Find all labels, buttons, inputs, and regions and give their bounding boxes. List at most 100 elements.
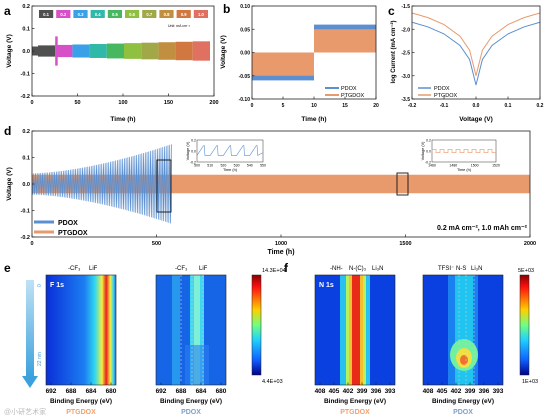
x-tick-label: 500 [152,241,161,247]
x-tick-label: 408 [315,388,326,395]
peak-label-cf3: -CF₃ [68,266,81,272]
y-tick-label: -0.1 [21,72,30,78]
series-line-ptgdox [411,12,541,76]
y-tick-label: -3.0 [401,74,410,80]
inset-y-tick-label: 0.0 [426,150,431,154]
x-tick-label: -0.1 [440,103,449,109]
voltage-band [175,41,193,61]
x-tick-label: -0.2 [408,103,417,109]
voltage-band [314,29,376,53]
x-tick-label: 408 [423,388,434,395]
x-tick-label: 0 [30,241,33,247]
peak-label-nc3: N-(C)₃ [349,266,367,272]
caption-ptgdox: PTGDOX [66,409,96,416]
zoom-box-2 [396,172,409,196]
axis-y-label: log Current (mA cm⁻²) [390,21,397,84]
panel-e: 0 22 nm F 1s -CF₃ LiF 692 688 684 680 Bindi… [22,266,286,416]
y-tick-label: -0.2 [21,94,30,100]
x-tick-label: 0.2 [537,103,544,109]
legend-label-pdox: PDOX [434,86,450,92]
watermark: @小研艺术家 [4,407,46,416]
x-tick-label: 393 [385,388,396,395]
rate-labels: 0.1 0.2 0.3 0.4 0.5 0.6 0.7 0.8 0.9 1.0 [39,10,208,18]
y-tick-label: 0.10 [240,4,250,10]
x-tick-label: 0.0 [473,103,480,109]
y-tick-label: 0.00 [240,51,250,57]
x-tick-label: 150 [164,100,173,106]
rate-badge-label: 0.1 [43,12,49,17]
peak-label-nh: -NH- [330,266,343,272]
voltage-band [55,44,73,58]
peak-label-tfsi: TFSI⁻ [438,266,454,272]
peak-label-li3n: Li₃N [372,266,383,272]
axis-x-label: Time (h) [110,116,135,123]
inset-y-tick-label: 0.2 [191,139,196,143]
voltage-band [192,41,210,61]
legend-c: PDOX PTGDOX [418,86,458,99]
panel-label-d: d [4,124,11,138]
rate-badge-label: 0.8 [164,12,170,17]
rate-badge [90,10,105,18]
y-tick-label: -0.2 [21,235,30,241]
plot-a [32,36,210,66]
legend-b: PDOX PTGDOX [325,86,365,99]
rate-badge [56,10,71,18]
x-tick-label: 684 [196,388,207,395]
panel-label-e: e [4,261,11,275]
inset-y-tick-label: 0.0 [191,150,196,154]
y-tick-label: -2.0 [401,27,410,33]
rate-badge-label: 0.7 [146,12,152,17]
y-tick-label: 0.05 [240,27,250,33]
legend-label-ptgdox: PTGDOX [434,93,458,99]
rate-badge-label: 0.5 [112,12,118,17]
panel-c: -0.2 -0.1 0.0 0.1 0.2 -3.5 -3.0 -2.5 -2.0 -1.5 PD… [390,4,544,123]
conditions-label: 0.2 mA cm⁻², 1.0 mAh cm⁻² [437,225,528,232]
rate-badge-label: 0.2 [60,12,66,17]
depth-arrow-head [22,376,38,388]
inset-frame [196,139,264,163]
panel-label-c: c [388,4,395,18]
peak-label-li3n: Li₃N [471,266,482,272]
inset-x-tick-label: 540 [247,164,253,168]
pdox-line [31,144,172,224]
rate-badge-label: 0.4 [95,12,101,17]
peak-label-ns: N-S [456,266,466,272]
inset-x-tick-label: 1500 [471,164,479,168]
legend-label-pdox: PDOX [341,86,357,92]
voltage-band [141,42,159,60]
y-tick-label: -3.5 [401,97,410,103]
x-tick-label: 10 [311,103,317,109]
x-tick-label: 50 [74,100,80,106]
plot-d [31,144,530,224]
panel-f: N 1s -NH- N-(C)₃ Li₃N 408 405 402 399 396 393… [315,266,538,416]
x-tick-label: 15 [342,103,348,109]
rate-unit-label: Unit: mA cm⁻² [168,24,191,28]
y-tick-label: 0.1 [22,27,30,33]
inset-2: 1460 1480 1500 1520 0.2 0.0 -0.2 Time (h) Voltag… [421,139,500,173]
x-tick-label: 396 [371,388,382,395]
x-tick-label: 684 [86,388,97,395]
y-tick-label: 0.2 [22,129,30,135]
panel-label-f: f [284,261,289,275]
x-tick-label: 0.1 [505,103,512,109]
peak-label-lif: LiF [89,266,98,272]
x-tick-label: 0 [251,103,254,109]
x-tick-label: 688 [66,388,77,395]
y-tick-label: 0.1 [22,156,30,162]
rate-badge [193,10,208,18]
axis-x-label: Binding Energy (eV) [324,398,386,405]
panel-label-a: a [4,4,11,18]
x-tick-label: 399 [357,388,368,395]
heatmap-title: F 1s [50,282,64,289]
axis-x-label: Voltage (V) [459,116,492,123]
y-tick-label: -0.05 [239,74,251,80]
panel-label-b: b [223,2,230,16]
depth-top-label: 0 [37,284,43,287]
colorbar-max: 5E+03 [518,268,534,274]
x-tick-label: 0 [30,100,33,106]
colorbar-min: 1E+03 [522,379,538,385]
y-tick-label: 0.0 [22,182,30,188]
colorbar-e [251,274,262,376]
x-tick-label: 393 [493,388,504,395]
inset-y-tick-label: -0.2 [190,161,196,165]
